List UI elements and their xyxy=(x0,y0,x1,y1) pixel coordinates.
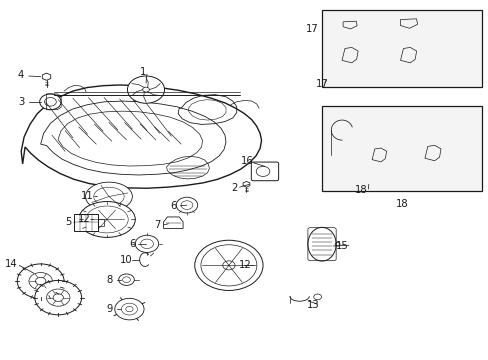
Text: 8: 8 xyxy=(106,275,113,285)
Text: 5: 5 xyxy=(65,217,71,227)
Circle shape xyxy=(142,87,149,92)
FancyBboxPatch shape xyxy=(74,214,98,231)
Text: 16: 16 xyxy=(241,156,253,166)
Text: 17: 17 xyxy=(305,24,318,34)
Polygon shape xyxy=(424,145,440,161)
Text: 13: 13 xyxy=(306,300,319,310)
Circle shape xyxy=(17,264,64,298)
Text: 4: 4 xyxy=(18,70,24,80)
FancyBboxPatch shape xyxy=(251,162,278,181)
Polygon shape xyxy=(243,181,249,187)
Text: 11: 11 xyxy=(81,192,94,202)
FancyBboxPatch shape xyxy=(321,10,482,87)
Circle shape xyxy=(127,76,164,103)
Text: 15: 15 xyxy=(335,241,347,251)
Polygon shape xyxy=(163,217,183,228)
Polygon shape xyxy=(400,19,417,28)
Text: 9: 9 xyxy=(106,304,113,314)
Circle shape xyxy=(119,274,134,285)
Text: 1: 1 xyxy=(140,67,146,77)
Text: 12: 12 xyxy=(78,215,91,224)
Text: 10: 10 xyxy=(120,255,133,265)
Polygon shape xyxy=(343,21,356,29)
Circle shape xyxy=(40,94,61,110)
Polygon shape xyxy=(21,85,261,188)
Circle shape xyxy=(176,197,197,213)
Text: 2: 2 xyxy=(231,183,238,193)
Text: 7: 7 xyxy=(154,220,161,230)
Circle shape xyxy=(135,235,158,252)
Ellipse shape xyxy=(85,182,132,211)
Ellipse shape xyxy=(79,202,135,237)
Circle shape xyxy=(115,298,144,320)
Polygon shape xyxy=(400,48,416,63)
FancyBboxPatch shape xyxy=(321,107,482,191)
Ellipse shape xyxy=(307,227,335,261)
Text: 6: 6 xyxy=(170,201,177,211)
Text: 18: 18 xyxy=(354,185,367,195)
Text: 17: 17 xyxy=(316,79,328,89)
Text: 3: 3 xyxy=(18,97,24,107)
Circle shape xyxy=(35,280,81,315)
Polygon shape xyxy=(371,148,386,162)
Circle shape xyxy=(194,240,263,291)
Text: 18: 18 xyxy=(395,199,407,209)
Text: 12: 12 xyxy=(239,260,251,270)
Text: 14: 14 xyxy=(5,259,18,269)
Polygon shape xyxy=(341,48,357,63)
Text: 6: 6 xyxy=(129,239,135,249)
Polygon shape xyxy=(42,73,51,80)
